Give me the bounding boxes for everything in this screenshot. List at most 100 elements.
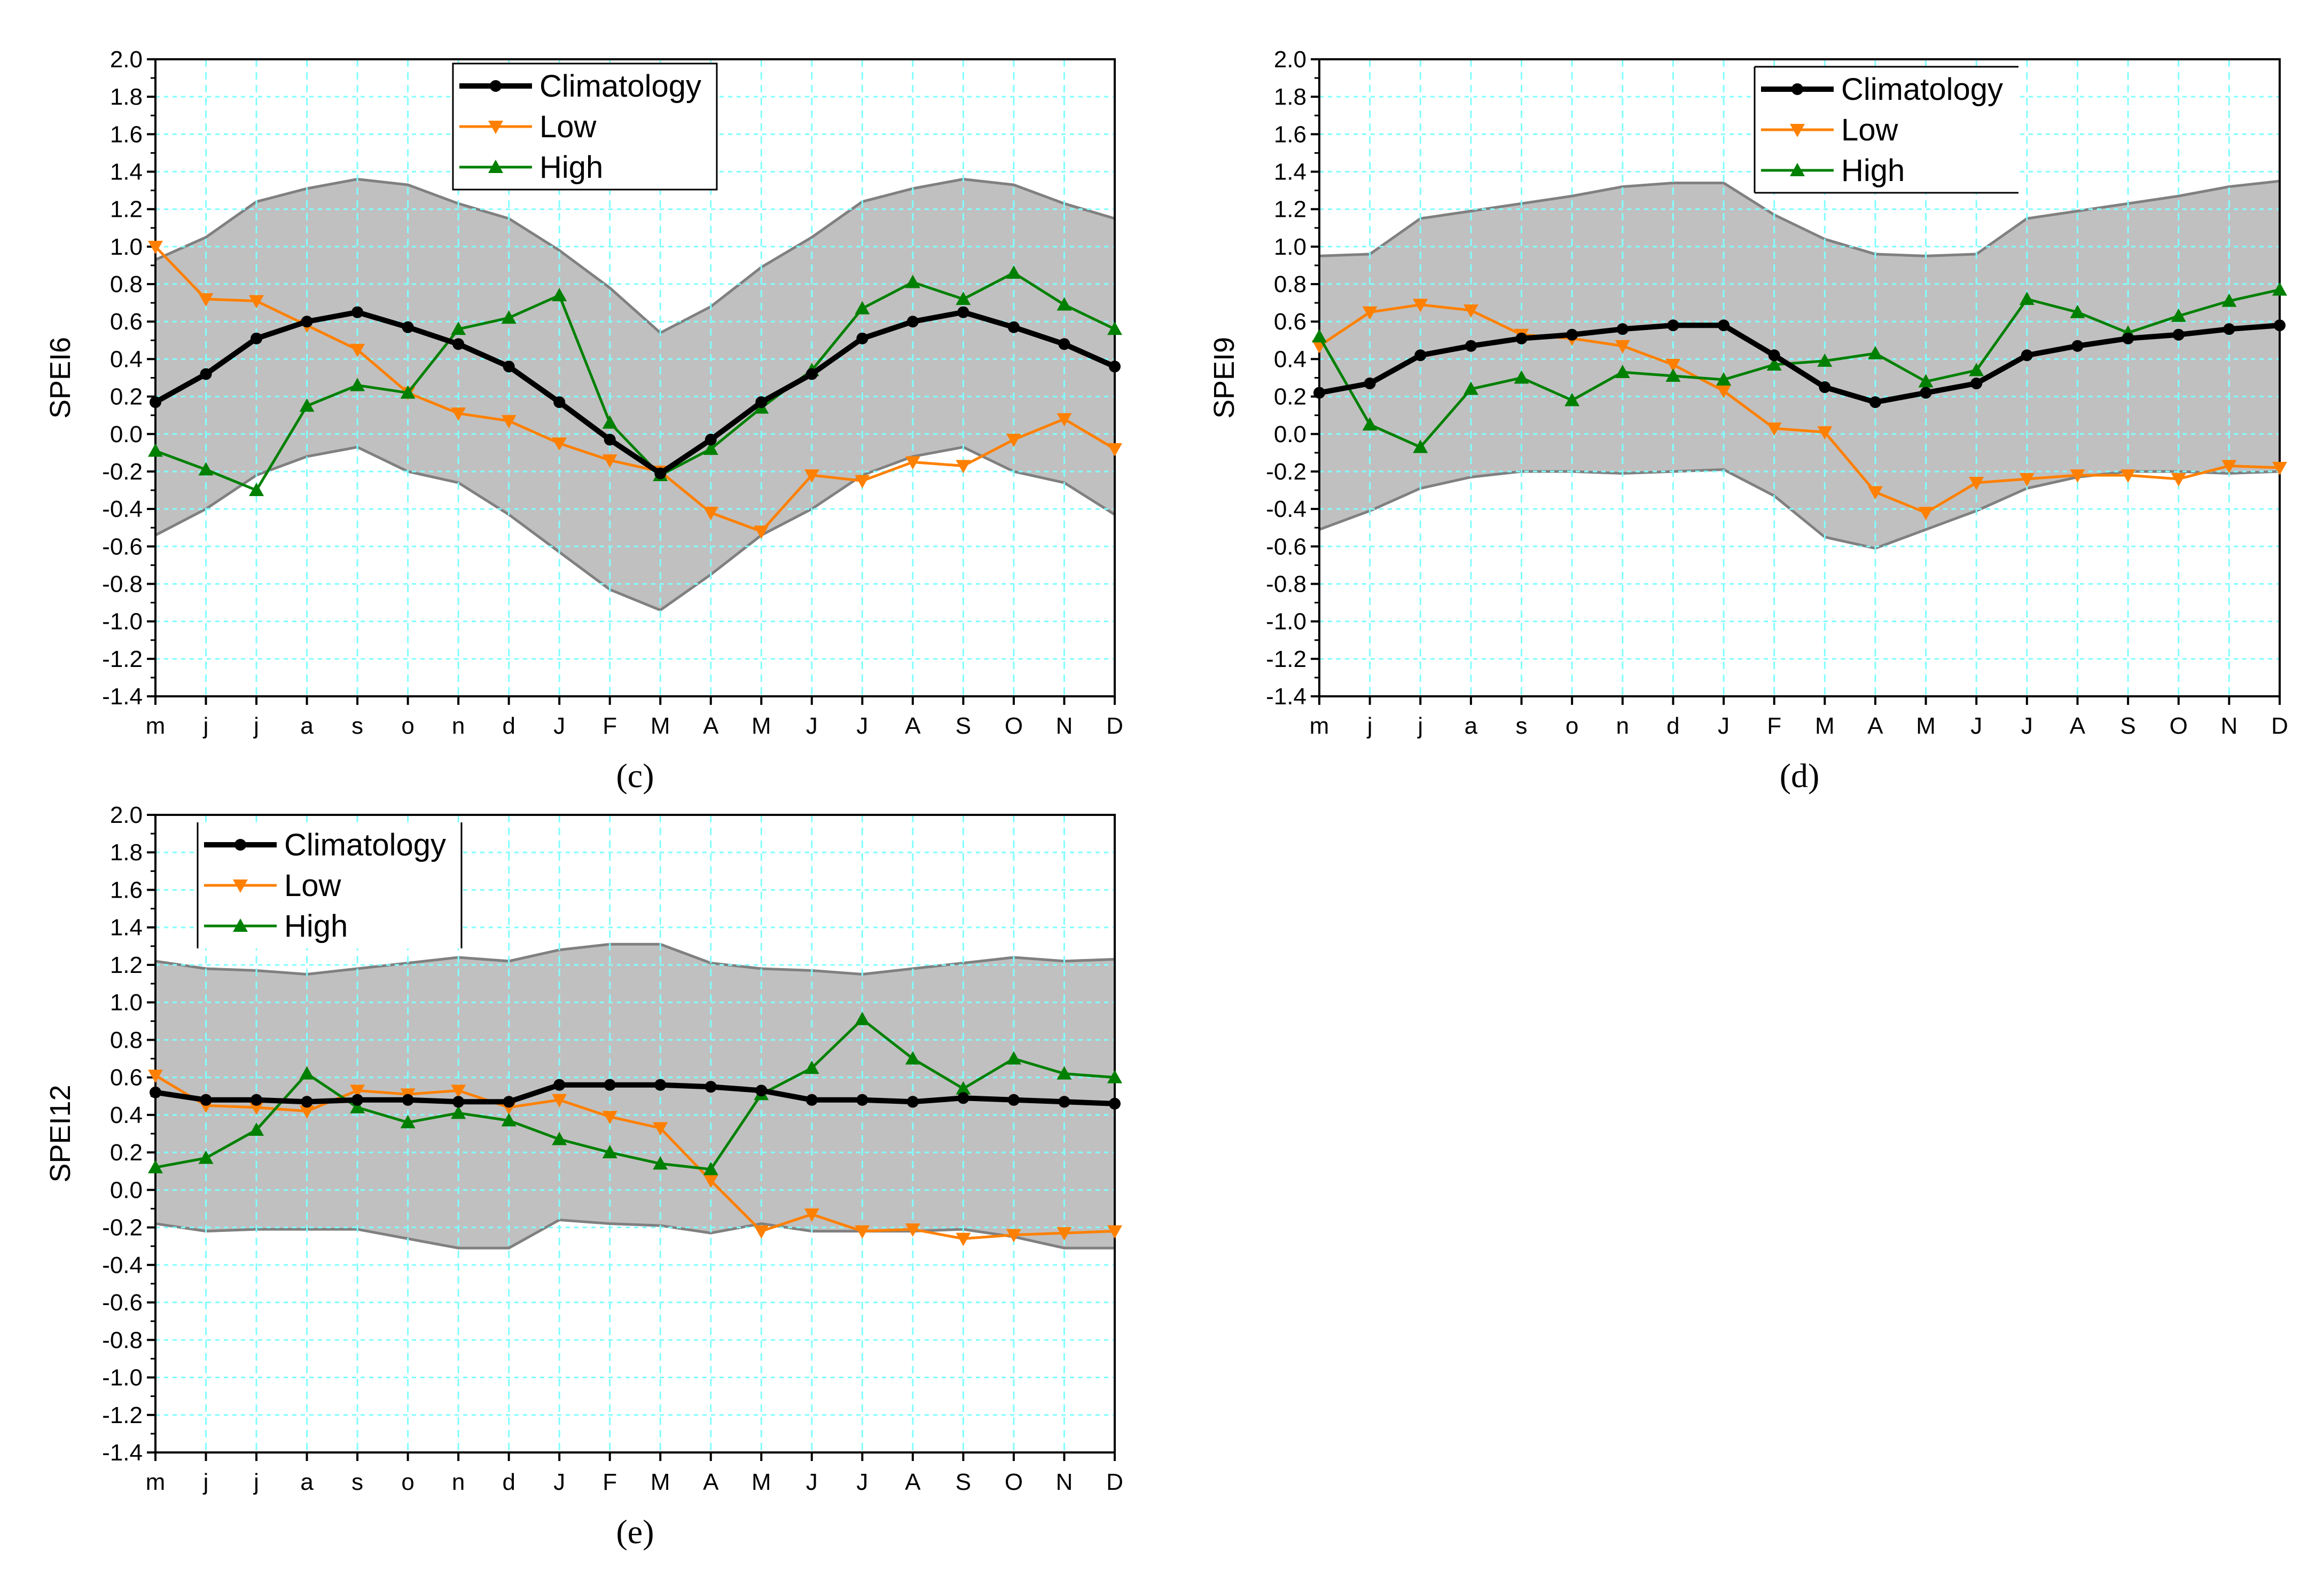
climatology-point (2223, 323, 2235, 335)
y-tick-label: 1.2 (110, 952, 143, 978)
x-tick-label: a (1465, 713, 1478, 739)
climatology-point (402, 1094, 414, 1106)
climatology-point (1058, 1096, 1070, 1108)
low-point (1006, 1229, 1021, 1243)
y-tick-label: 1.4 (110, 159, 143, 185)
climatology-series (150, 1079, 1121, 1110)
high-series (1312, 282, 2287, 453)
y-tick-label: -1.2 (102, 646, 143, 672)
high-point (653, 1156, 668, 1170)
x-tick-label: A (703, 713, 719, 739)
low-point (2272, 461, 2287, 475)
y-tick-label: -1.4 (102, 684, 143, 710)
climatology-point (2021, 349, 2033, 362)
x-tick-label: D (2271, 713, 2288, 739)
climatology-point (957, 306, 969, 318)
high-point (350, 1099, 365, 1113)
x-tick-label: s (351, 713, 363, 739)
y-tick-label: 1.0 (110, 234, 143, 260)
y-tick-label: -1.0 (102, 609, 143, 635)
climatology-point (1313, 387, 1325, 399)
climatology-point (604, 434, 616, 446)
climatology-point (2274, 319, 2286, 332)
climatology-point (1414, 349, 1427, 362)
high-point (1312, 329, 1327, 343)
y-tick-label: 0.6 (110, 309, 143, 335)
climatology-point (351, 1094, 364, 1106)
x-tick-label: J (1970, 713, 1982, 739)
y-tick-label: 0.0 (110, 1177, 143, 1203)
low-point (148, 1070, 163, 1083)
climatology-point (654, 467, 667, 480)
low-point (1867, 486, 1883, 500)
x-tick-label: S (2120, 713, 2135, 739)
chart-panel-d: 2.0 1.8 1.6 1.4 1.2 1.0 0.8 0.6 0.4 0.2 0.0 -0.2 -0.… (1208, 46, 2288, 795)
high-point (350, 378, 365, 391)
high-point (1867, 345, 1883, 359)
x-tick-label: M (752, 1469, 771, 1495)
x-tick-label: J (856, 1469, 868, 1495)
x-tick-label: M (651, 1469, 670, 1495)
low-point (1463, 304, 1478, 318)
y-tick-label: -1.2 (1266, 646, 1306, 672)
x-tick-label: A (2070, 713, 2086, 739)
x-tick-label: s (351, 1469, 363, 1495)
low-point (804, 469, 819, 483)
high-point (905, 274, 920, 288)
low-point (1716, 385, 1732, 399)
low-point (703, 1174, 718, 1188)
y-tick-label: 0.6 (1274, 309, 1306, 335)
band-lower-edge (155, 1218, 1115, 1250)
low-point (2070, 469, 2085, 483)
low-point (754, 525, 769, 539)
legend-label-low: Low (539, 109, 597, 144)
x-tick-label: A (905, 713, 921, 739)
x-tick-label: M (752, 713, 771, 739)
legend: Climatology Low High (1754, 66, 2018, 194)
climatology-point (200, 1094, 212, 1106)
climatology-point (2071, 340, 2084, 352)
high-point (602, 415, 617, 429)
low-point (602, 454, 617, 468)
high-point (1413, 439, 1428, 453)
high-point (1107, 1070, 1122, 1083)
low-point (451, 407, 466, 421)
low-point (1766, 422, 1782, 436)
x-tick-label: m (146, 713, 166, 739)
y-tick-label: 2.0 (1274, 46, 1306, 73)
low-point (1057, 1227, 1072, 1241)
high-point (1362, 417, 1378, 431)
climatology-point (2172, 328, 2185, 341)
x-tick-label: d (502, 1469, 515, 1495)
x-tick-label: A (703, 1469, 719, 1495)
climatology-series (1313, 319, 2286, 409)
low-point (956, 1232, 971, 1246)
high-point (299, 398, 315, 412)
high-point (1665, 368, 1681, 382)
band-upper-edge (1319, 179, 2280, 257)
climatology-point (805, 368, 818, 380)
high-point (1564, 392, 1580, 406)
climatology-series (150, 306, 1121, 480)
climatology-point (301, 316, 313, 328)
climatology-point (553, 1079, 566, 1091)
y-axis-label: SPEI6 (44, 337, 76, 419)
high-line (155, 271, 1116, 492)
x-tick-label: J (806, 1469, 818, 1495)
x-tick-label: A (1867, 713, 1883, 739)
high-line (155, 1017, 1115, 1171)
climatology-point (200, 368, 212, 380)
legend: Climatology Low High (197, 822, 463, 948)
climatology-point (452, 338, 465, 350)
climatology-point (1869, 396, 1881, 409)
high-point (855, 301, 870, 315)
low-point (1790, 124, 1805, 137)
low-point (703, 507, 718, 521)
low-point (1665, 358, 1681, 372)
climatology-point (1515, 332, 1528, 344)
y-tick-label: -0.8 (102, 1327, 143, 1353)
legend-label-climatology: Climatology (539, 69, 701, 104)
high-point (1766, 357, 1782, 371)
high-point (1107, 321, 1122, 335)
